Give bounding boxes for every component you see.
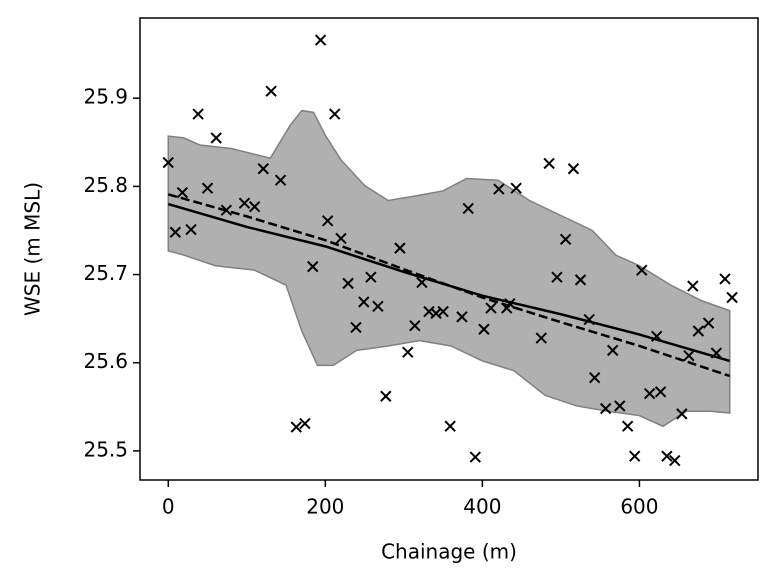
scatter-point — [650, 330, 663, 342]
scatter-point — [307, 260, 319, 273]
scatter-point — [274, 174, 287, 186]
scatter-point — [719, 273, 731, 285]
y-tick-label: 25.6 — [83, 349, 128, 373]
scatter-point — [654, 386, 667, 398]
dashed-line — [167, 193, 731, 378]
scatter-point — [669, 454, 681, 467]
scatter-point — [329, 108, 341, 120]
scatter-point — [469, 451, 482, 463]
scatter-point — [629, 450, 641, 462]
scatter-point — [416, 276, 428, 289]
y-tick-label: 25.9 — [83, 85, 128, 109]
scatter-point — [493, 183, 505, 195]
scatter-point — [478, 323, 490, 335]
scatter-point — [402, 346, 414, 358]
scatter-point — [210, 132, 222, 144]
scatter-point — [456, 311, 468, 323]
scatter-point — [437, 305, 449, 318]
scatter-point — [702, 317, 715, 329]
x-tick-label: 600 — [620, 495, 658, 519]
scatter-point — [372, 300, 384, 313]
scatter-point — [342, 277, 354, 290]
scatter-point — [380, 390, 392, 402]
scatter-point — [599, 402, 612, 415]
scatter-point — [335, 232, 347, 245]
scatter-point — [726, 291, 738, 304]
scatter-point — [614, 400, 626, 412]
scatter-point — [588, 372, 601, 384]
scatter-point — [535, 332, 547, 344]
scatter-point — [257, 163, 269, 175]
scatter-point — [201, 182, 214, 194]
scatter-point — [583, 313, 595, 326]
scatter-point — [574, 274, 587, 286]
scatter-point — [299, 417, 311, 430]
plot-frame — [139, 17, 759, 481]
y-axis-label: WSE (m MSL) — [21, 182, 45, 316]
scatter-point — [462, 202, 474, 215]
scatter-point — [607, 344, 619, 357]
scatter-point — [176, 186, 189, 199]
scatter-point — [567, 163, 580, 175]
scatter-point — [238, 197, 251, 209]
scatter-point — [621, 420, 634, 432]
scatter-point — [358, 296, 370, 308]
scatter-point — [290, 421, 302, 433]
scatter-point — [220, 204, 233, 216]
scatter-point — [265, 85, 277, 97]
scatter-point — [692, 325, 705, 337]
scatter-point — [185, 223, 197, 236]
scatter-point — [643, 387, 656, 400]
scatter-point — [551, 271, 563, 283]
scatter-point — [365, 271, 377, 283]
scatter-point — [192, 108, 204, 120]
x-tick-label: 200 — [306, 495, 344, 519]
scatter-point — [321, 215, 334, 227]
scatter-point — [661, 450, 673, 462]
y-tick-label: 25.7 — [83, 261, 128, 285]
scatter-point — [350, 321, 362, 334]
scatter-point — [485, 302, 497, 314]
scatter-point — [710, 347, 723, 359]
uncertainty-band — [167, 109, 731, 428]
scatter-point — [409, 319, 421, 332]
scatter-point — [636, 264, 648, 276]
scatter-point — [162, 156, 174, 169]
scatter-point — [687, 280, 699, 292]
scatter-point — [504, 297, 516, 310]
scatter-point — [169, 226, 182, 238]
scatter-point — [248, 200, 261, 213]
x-axis-label: Chainage (m) — [381, 540, 517, 564]
x-tick-label: 0 — [162, 495, 175, 519]
scatter-point — [394, 242, 406, 254]
y-tick-label: 25.5 — [83, 437, 128, 461]
scatter-point — [314, 34, 327, 46]
scatter-point — [543, 157, 555, 170]
scatter-point — [683, 349, 695, 362]
x-tick-label: 400 — [463, 495, 501, 519]
scatter-point — [676, 408, 688, 420]
scatter-point — [510, 182, 522, 194]
y-tick-label: 25.8 — [83, 173, 128, 197]
scatter-point — [559, 233, 572, 246]
scatter-point — [444, 420, 456, 432]
